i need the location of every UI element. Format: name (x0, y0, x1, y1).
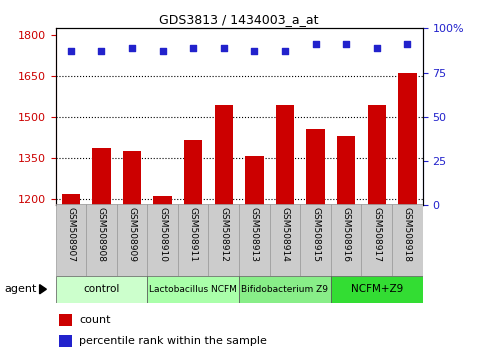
Point (373, 45, 381, 51)
FancyBboxPatch shape (239, 276, 331, 303)
Point (403, 41, 411, 47)
Bar (178, 204, 209, 276)
Text: Lactobacillus NCFM: Lactobacillus NCFM (149, 285, 237, 294)
Text: NCFM+Z9: NCFM+Z9 (351, 284, 403, 295)
Bar (86, 204, 117, 276)
Point (98, 48, 105, 54)
Polygon shape (40, 285, 46, 294)
Bar (398, 73, 416, 205)
Bar (123, 151, 141, 205)
Point (128, 45, 136, 51)
Text: agent: agent (5, 284, 37, 294)
Title: GDS3813 / 1434003_a_at: GDS3813 / 1434003_a_at (159, 13, 319, 26)
Bar (245, 156, 264, 205)
FancyBboxPatch shape (331, 276, 423, 303)
Point (189, 45, 197, 51)
Point (281, 48, 289, 54)
Bar (59, 335, 72, 347)
Bar (270, 204, 300, 276)
Text: GSM508907: GSM508907 (66, 207, 75, 262)
Bar (368, 104, 386, 205)
Bar (209, 204, 239, 276)
Text: GSM508917: GSM508917 (372, 207, 381, 262)
Text: percentile rank within the sample: percentile rank within the sample (79, 336, 267, 346)
Bar (59, 314, 72, 326)
Bar (392, 204, 423, 276)
Text: GSM508910: GSM508910 (158, 207, 167, 262)
Bar (92, 148, 111, 205)
FancyBboxPatch shape (147, 276, 239, 303)
Bar (154, 196, 172, 205)
Point (342, 41, 350, 47)
Text: count: count (79, 315, 111, 325)
Bar (300, 204, 331, 276)
Bar (214, 104, 233, 205)
Text: GSM508913: GSM508913 (250, 207, 259, 262)
Bar (147, 204, 178, 276)
Text: GSM508914: GSM508914 (281, 207, 289, 262)
Text: GSM508911: GSM508911 (189, 207, 198, 262)
Point (159, 48, 167, 54)
Point (67, 48, 75, 54)
Bar (361, 204, 392, 276)
FancyBboxPatch shape (56, 276, 147, 303)
Text: GSM508908: GSM508908 (97, 207, 106, 262)
Point (220, 45, 227, 51)
Bar (331, 204, 361, 276)
Bar (337, 136, 355, 205)
Text: GSM508916: GSM508916 (341, 207, 351, 262)
Text: Bifidobacterium Z9: Bifidobacterium Z9 (242, 285, 328, 294)
Point (312, 41, 319, 47)
Bar (184, 140, 202, 205)
Text: control: control (83, 284, 120, 295)
Bar (306, 129, 325, 205)
Text: GSM508915: GSM508915 (311, 207, 320, 262)
Point (251, 48, 258, 54)
Text: GSM508918: GSM508918 (403, 207, 412, 262)
Bar (239, 204, 270, 276)
Bar (62, 194, 80, 205)
Text: GSM508912: GSM508912 (219, 207, 228, 262)
Bar (117, 204, 147, 276)
Text: GSM508909: GSM508909 (128, 207, 137, 262)
Bar (276, 104, 294, 205)
Bar (56, 204, 86, 276)
